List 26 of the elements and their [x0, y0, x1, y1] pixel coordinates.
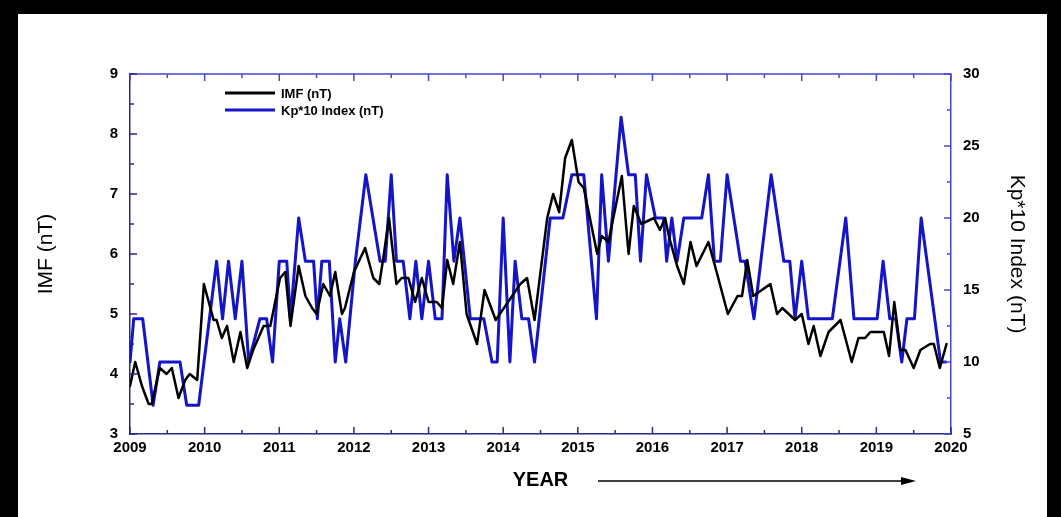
- y-tick-label: 7: [109, 184, 118, 202]
- legend-label: Kp*10 Index (nT): [281, 102, 384, 118]
- x-tick-label: 2010: [187, 438, 222, 456]
- x-tick-label: 2015: [561, 438, 595, 456]
- y-tick-label: 9: [109, 64, 118, 82]
- y2-tick-label: 10: [963, 352, 980, 370]
- y2-tick-label: 15: [963, 280, 980, 298]
- x-axis-title: YEAR: [512, 467, 569, 490]
- x-tick-label: 2012: [337, 438, 371, 456]
- y-tick-label: 6: [109, 244, 118, 262]
- x-tick-label: 2016: [635, 438, 670, 456]
- x-tick-label: 2018: [785, 438, 819, 456]
- y2-axis-title: Kp*10 Index (nT): [1006, 174, 1030, 334]
- y2-tick-label: 20: [963, 208, 980, 226]
- y-tick-label: 5: [109, 304, 118, 322]
- y2-tick-label: 25: [963, 136, 980, 154]
- x-tick-label: 2011: [263, 438, 296, 456]
- y2-tick-label: 30: [963, 64, 980, 82]
- y-tick-label: 4: [109, 364, 119, 382]
- x-tick-label: 2013: [411, 438, 446, 456]
- x-tick-label: 2014: [486, 438, 521, 456]
- x-tick-label: 2019: [859, 438, 894, 456]
- y-tick-label: 8: [109, 124, 118, 142]
- legend-label: IMF (nT): [281, 85, 332, 101]
- y-axis-title: IMF (nT): [33, 213, 57, 295]
- x-tick-label: 2017: [710, 438, 744, 456]
